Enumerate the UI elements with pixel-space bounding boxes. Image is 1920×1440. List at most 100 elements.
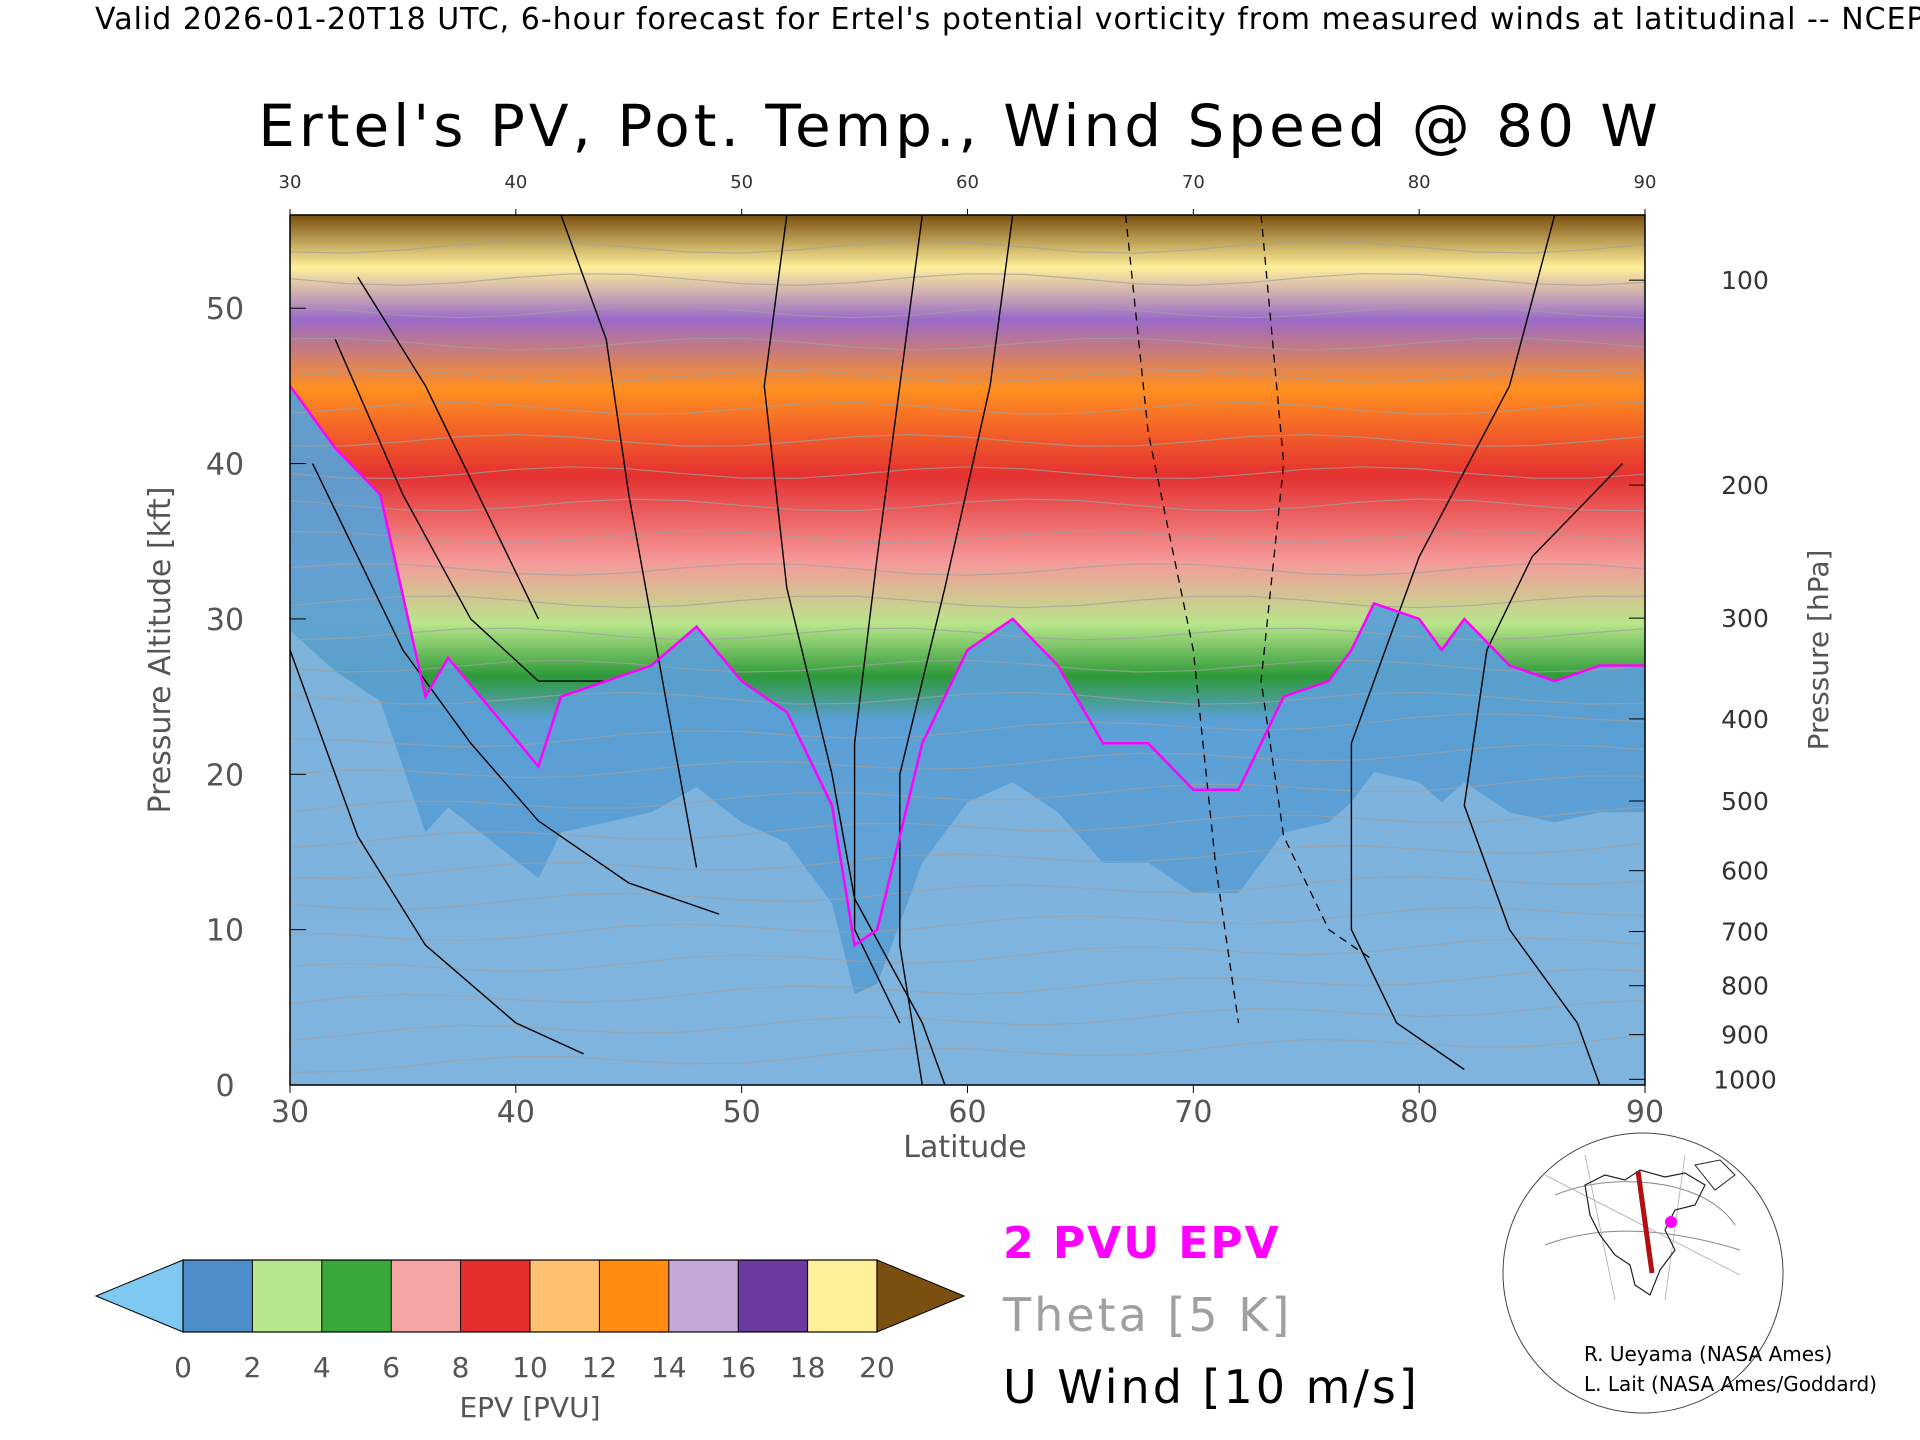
pv-low-region xyxy=(290,630,1645,1085)
continent-outline-icon xyxy=(1584,1169,1706,1296)
colorbar-tick-label: 6 xyxy=(382,1351,400,1384)
colorbar-band xyxy=(530,1260,600,1332)
colorbar-tick-label: 8 xyxy=(452,1351,470,1384)
pressure-tick-label: 900 xyxy=(1721,1021,1769,1050)
x-axis-bottom: 30 40 50 60 70 80 90 xyxy=(271,1085,1664,1130)
y-axis-label: Pressure Altitude [kft] xyxy=(143,487,178,814)
u-wind-line-negative xyxy=(1260,215,1375,962)
x-tick-label: 60 xyxy=(948,1095,986,1130)
theta-line xyxy=(290,875,1645,911)
colorbar-band xyxy=(807,1260,877,1332)
pressure-tick-label: 400 xyxy=(1721,705,1769,734)
theta-line xyxy=(290,433,1645,447)
u-wind-contours xyxy=(290,215,1623,1085)
u-wind-line xyxy=(1463,463,1623,1085)
colorbar-band xyxy=(668,1260,739,1332)
x-top-tick-label: 40 xyxy=(504,172,527,193)
theta-line xyxy=(290,775,1645,813)
u-wind-line xyxy=(357,276,540,620)
pressure-tick-label: 500 xyxy=(1721,787,1769,816)
theta-line xyxy=(290,466,1645,480)
theta-line xyxy=(290,906,1645,942)
theta-line xyxy=(290,713,1645,748)
pressure-tick-label: 100 xyxy=(1721,266,1769,295)
colorbar-label: EPV [PVU] xyxy=(459,1391,600,1424)
colorbar-band xyxy=(738,1260,808,1332)
y-tick-label: 40 xyxy=(206,448,244,483)
pressure-tick-label: 1000 xyxy=(1713,1065,1777,1094)
x-tick-label: 80 xyxy=(1400,1095,1438,1130)
u-wind-line xyxy=(1350,215,1556,1071)
colorbar-over-arrow xyxy=(876,1259,966,1333)
theta-line xyxy=(290,498,1645,512)
y-axis-left: 0 10 20 30 40 50 xyxy=(206,292,306,1104)
colorbar-band xyxy=(599,1260,669,1332)
pressure-tick-label: 200 xyxy=(1721,471,1769,500)
theta-line xyxy=(290,273,1645,287)
theta-line xyxy=(290,968,1645,1005)
valid-time-caption: Valid 2026-01-20T18 UTC, 6-hour forecast… xyxy=(95,2,1920,37)
theta-line xyxy=(290,842,1645,880)
x-top-tick-label: 90 xyxy=(1634,172,1657,193)
x-tick-label: 70 xyxy=(1174,1095,1212,1130)
pressure-tick-label: 800 xyxy=(1721,972,1769,1001)
legend-u-wind: U Wind [10 m/s] xyxy=(1003,1360,1420,1414)
legend-pv: 2 PVU EPV xyxy=(1003,1218,1281,1269)
x-top-tick-label: 60 xyxy=(956,172,979,193)
y-tick-label: 0 xyxy=(215,1069,234,1104)
pv-tropospheric-region xyxy=(290,385,1645,1085)
theta-line xyxy=(290,806,1645,849)
plot-area xyxy=(290,215,1645,1085)
y-axis-right: 100 200 300 400 500 600 700 800 900 1000 xyxy=(1629,266,1777,1094)
theta-line xyxy=(290,744,1645,779)
u-wind-line xyxy=(899,215,1014,1085)
colorbar-band xyxy=(391,1260,461,1332)
colorbar-tick-label: 16 xyxy=(720,1351,756,1384)
x-top-tick-label: 80 xyxy=(1408,172,1431,193)
x-top-tick-label: 30 xyxy=(279,172,302,193)
colorbar-band xyxy=(183,1260,253,1332)
colorbar-tick-label: 12 xyxy=(582,1351,618,1384)
y-tick-label: 30 xyxy=(206,603,244,638)
legend-theta: Theta [5 K] xyxy=(1003,1288,1293,1342)
theta-line xyxy=(290,659,1645,673)
x-tick-label: 30 xyxy=(271,1095,309,1130)
colorbar-band xyxy=(252,1260,322,1332)
x-axis-label: Latitude xyxy=(903,1130,1026,1165)
u-wind-line-negative xyxy=(1124,215,1240,1023)
colorbar-under-arrow xyxy=(94,1259,184,1333)
x-tick-label: 40 xyxy=(497,1095,535,1130)
theta-line xyxy=(290,530,1645,544)
colorbar: 0 2 4 6 8 10 12 14 16 18 20 xyxy=(94,1259,966,1384)
credit-line: L. Lait (NASA Ames/Goddard) xyxy=(1584,1372,1877,1396)
u-wind-line xyxy=(853,215,923,1024)
colorbar-band xyxy=(321,1260,392,1332)
inset-map xyxy=(1502,1132,1784,1414)
u-wind-line xyxy=(290,649,584,1055)
pressure-tick-label: 600 xyxy=(1721,857,1769,886)
theta-line xyxy=(290,595,1645,609)
theta-line xyxy=(290,369,1645,383)
theta-line xyxy=(290,240,1645,254)
theta-line xyxy=(290,937,1645,973)
section-line-icon xyxy=(1635,1170,1655,1274)
colorbar-tick-label: 0 xyxy=(174,1351,192,1384)
credit-line: R. Ueyama (NASA Ames) xyxy=(1584,1342,1833,1366)
chart-title: Ertel's PV, Pot. Temp., Wind Speed @ 80 … xyxy=(258,92,1662,160)
location-marker-icon xyxy=(1665,1216,1677,1228)
theta-line xyxy=(290,627,1645,641)
theta-contours xyxy=(290,240,1645,1073)
theta-line xyxy=(290,1034,1645,1073)
y-tick-label: 20 xyxy=(206,758,244,793)
colorbar-tick-label: 10 xyxy=(512,1351,548,1384)
colorbar-tick-label: 18 xyxy=(790,1351,826,1384)
x-tick-label: 50 xyxy=(723,1095,761,1130)
colorbar-tick-label: 14 xyxy=(651,1351,687,1384)
theta-line xyxy=(290,999,1645,1041)
pressure-tick-label: 300 xyxy=(1721,604,1769,633)
theta-line xyxy=(290,305,1645,319)
u-wind-line xyxy=(311,463,720,915)
x-top-tick-label: 70 xyxy=(1182,172,1205,193)
pressure-tick-label: 700 xyxy=(1721,918,1769,947)
